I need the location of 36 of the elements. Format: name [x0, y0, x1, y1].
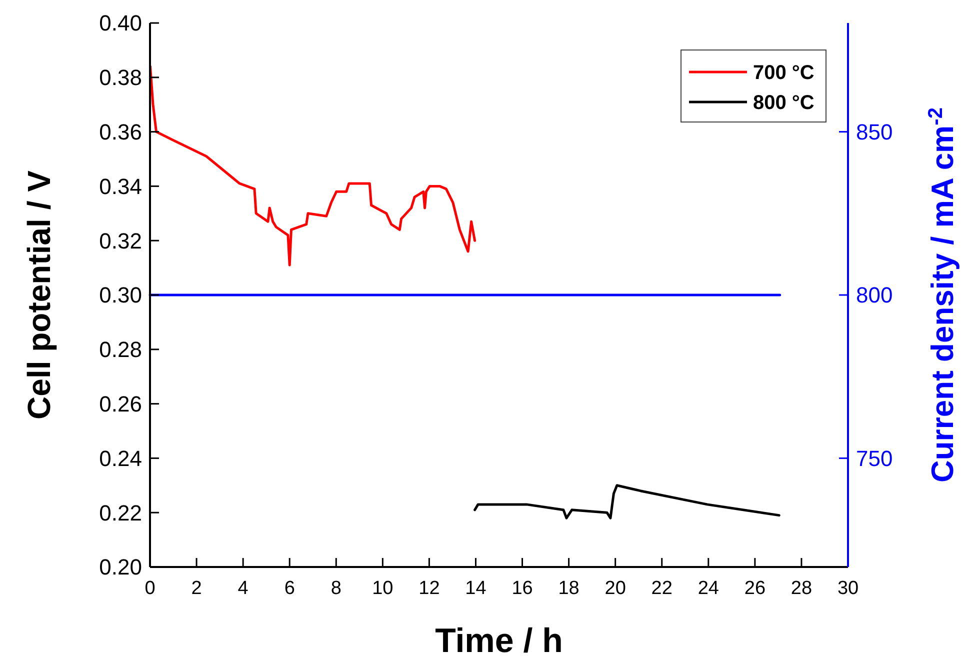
line-series [148, 65, 476, 266]
legend-label: 800 °C [753, 92, 814, 114]
y2-tick-label: 750 [856, 446, 893, 471]
x-tick-label: 2 [191, 578, 202, 599]
x-tick-label: 30 [837, 578, 859, 599]
y-tick-label: 0.22 [99, 500, 142, 526]
x-axis-title: Time / h [435, 622, 563, 660]
y-tick-label: 0.36 [99, 120, 142, 144]
y-tick-label: 0.32 [99, 228, 142, 254]
y2-tick-label: 850 [856, 119, 893, 144]
x-tick-label: 6 [284, 578, 295, 599]
x-tick-label: 8 [330, 578, 342, 599]
x-tick-label: 12 [418, 578, 440, 599]
x-tick-label: 10 [372, 578, 394, 599]
x-tick-label: 14 [465, 578, 487, 599]
y-tick-label: 0.20 [99, 554, 142, 580]
x-tick-label: 0 [144, 578, 156, 599]
y-tick-label: 0.26 [99, 392, 142, 416]
legend-label: 700 °C [753, 62, 814, 84]
x-tick-label: 18 [558, 578, 580, 599]
x-tick-label: 16 [512, 578, 533, 599]
y-tick-label: 0.24 [99, 446, 142, 471]
y-tick-label: 0.38 [99, 65, 142, 90]
x-tick-label: 24 [698, 578, 720, 599]
y2-tick-label: 800 [856, 282, 893, 308]
x-tick-label: 20 [604, 578, 626, 599]
x-tick-label: 28 [790, 578, 812, 599]
y-axis-title: Cell potential / V [21, 170, 57, 420]
x-tick-label: 4 [238, 578, 249, 599]
x-tick-label: 26 [744, 578, 766, 599]
y-tick-label: 0.28 [99, 337, 142, 362]
y-tick-label: 0.34 [99, 174, 142, 199]
line-series [474, 484, 780, 520]
y-tick-label: 0.40 [99, 10, 142, 36]
y-tick-label: 0.30 [99, 282, 142, 308]
x-tick-label: 22 [651, 578, 672, 599]
